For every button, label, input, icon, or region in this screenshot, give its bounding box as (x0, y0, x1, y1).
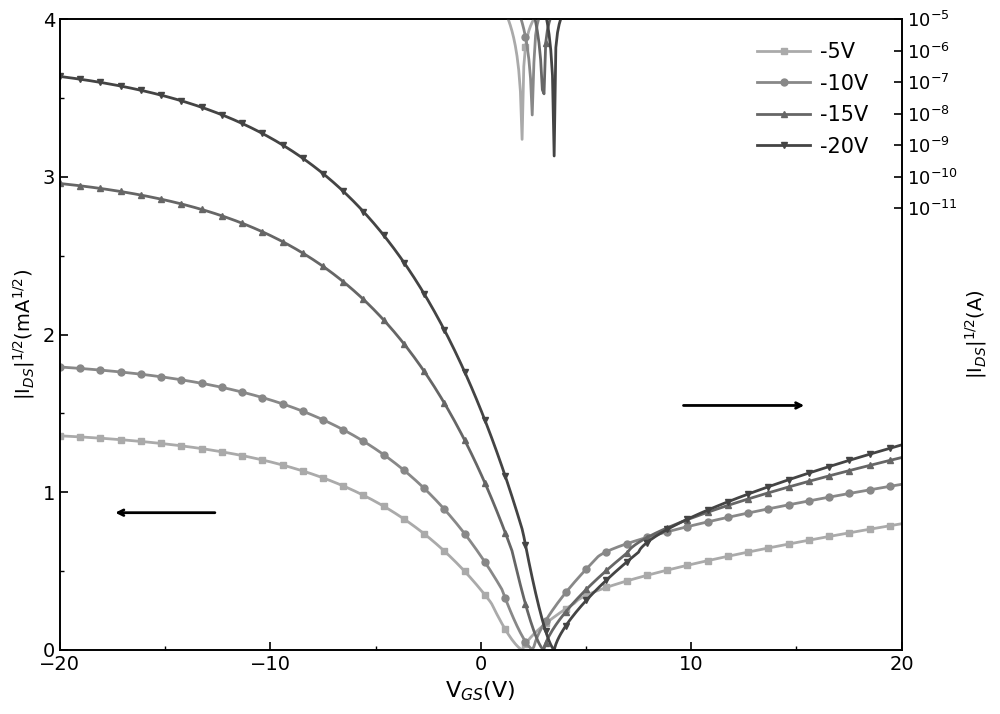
Legend: -5V, -10V, -15V, -20V: -5V, -10V, -15V, -20V (751, 36, 874, 163)
X-axis label: V$_{GS}$(V): V$_{GS}$(V) (445, 679, 516, 703)
Y-axis label: |I$_{DS}$|$^{1/2}$(A): |I$_{DS}$|$^{1/2}$(A) (963, 290, 989, 379)
Y-axis label: |I$_{DS}$|$^{1/2}$(mA$^{1/2}$): |I$_{DS}$|$^{1/2}$(mA$^{1/2}$) (11, 269, 37, 400)
